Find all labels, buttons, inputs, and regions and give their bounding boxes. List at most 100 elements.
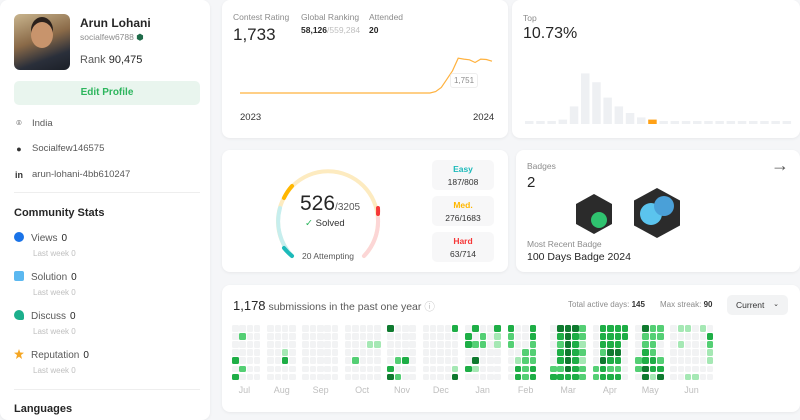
heatmap-cell[interactable] — [635, 341, 642, 348]
heatmap-cell[interactable] — [275, 333, 282, 340]
heatmap-cell[interactable] — [515, 325, 522, 332]
heatmap-cell[interactable] — [402, 333, 409, 340]
heatmap-cell[interactable] — [445, 341, 452, 348]
heatmap-cell[interactable] — [515, 349, 522, 356]
heatmap-cell[interactable] — [395, 366, 402, 373]
heatmap-cell[interactable] — [579, 374, 586, 381]
heatmap-cell[interactable] — [530, 357, 537, 364]
heatmap-cell[interactable] — [282, 349, 289, 356]
heatmap-cell[interactable] — [700, 341, 707, 348]
heatmap-cell[interactable] — [557, 357, 564, 364]
heatmap-cell[interactable] — [650, 341, 657, 348]
heatmap-cell[interactable] — [345, 325, 352, 332]
heatmap-cell[interactable] — [600, 325, 607, 332]
heatmap-cell[interactable] — [387, 341, 394, 348]
heatmap-cell[interactable] — [452, 366, 459, 373]
heatmap-cell[interactable] — [600, 366, 607, 373]
50-days-badge-icon[interactable] — [576, 194, 612, 234]
heatmap-cell[interactable] — [522, 366, 529, 373]
heatmap-cell[interactable] — [239, 374, 246, 381]
heatmap-cell[interactable] — [565, 325, 572, 332]
heatmap-cell[interactable] — [430, 357, 437, 364]
heatmap-cell[interactable] — [345, 333, 352, 340]
heatmap-cell[interactable] — [254, 333, 261, 340]
heatmap-cell[interactable] — [579, 325, 586, 332]
heatmap-cell[interactable] — [579, 357, 586, 364]
heatmap-cell[interactable] — [550, 341, 557, 348]
heatmap-cell[interactable] — [650, 374, 657, 381]
heatmap-cell[interactable] — [607, 341, 614, 348]
heatmap-cell[interactable] — [622, 357, 629, 364]
heatmap-cell[interactable] — [254, 366, 261, 373]
heatmap-cell[interactable] — [572, 374, 579, 381]
heatmap-cell[interactable] — [472, 374, 479, 381]
heatmap-cell[interactable] — [678, 366, 685, 373]
heatmap-cell[interactable] — [692, 366, 699, 373]
heatmap-cell[interactable] — [565, 366, 572, 373]
heatmap-cell[interactable] — [239, 357, 246, 364]
heatmap-cell[interactable] — [317, 357, 324, 364]
heatmap-cell[interactable] — [530, 366, 537, 373]
heatmap-cell[interactable] — [494, 374, 501, 381]
heatmap-cell[interactable] — [232, 333, 239, 340]
heatmap-cell[interactable] — [678, 325, 685, 332]
heatmap-cell[interactable] — [302, 374, 309, 381]
heatmap-cell[interactable] — [430, 333, 437, 340]
heatmap-cell[interactable] — [360, 374, 367, 381]
heatmap-cell[interactable] — [707, 349, 714, 356]
heatmap-cell[interactable] — [635, 333, 642, 340]
heatmap-cell[interactable] — [275, 357, 282, 364]
heatmap-cell[interactable] — [635, 325, 642, 332]
heatmap-cell[interactable] — [642, 374, 649, 381]
heatmap-cell[interactable] — [317, 366, 324, 373]
heatmap-cell[interactable] — [445, 374, 452, 381]
arrow-right-icon[interactable]: → — [771, 155, 789, 176]
heatmap-cell[interactable] — [700, 374, 707, 381]
heatmap-cell[interactable] — [508, 349, 515, 356]
heatmap-cell[interactable] — [600, 349, 607, 356]
heatmap-cell[interactable] — [345, 366, 352, 373]
heatmap-cell[interactable] — [515, 374, 522, 381]
heatmap-cell[interactable] — [345, 357, 352, 364]
heatmap-cell[interactable] — [508, 325, 515, 332]
heatmap-cell[interactable] — [423, 366, 430, 373]
heatmap-cell[interactable] — [685, 349, 692, 356]
heatmap-cell[interactable] — [692, 325, 699, 332]
heatmap-cell[interactable] — [387, 333, 394, 340]
heatmap-cell[interactable] — [530, 325, 537, 332]
heatmap-cell[interactable] — [650, 349, 657, 356]
heatmap-cell[interactable] — [579, 341, 586, 348]
heatmap-cell[interactable] — [472, 349, 479, 356]
heatmap-cell[interactable] — [615, 374, 622, 381]
heatmap-cell[interactable] — [352, 357, 359, 364]
heatmap-cell[interactable] — [685, 341, 692, 348]
heatmap-cell[interactable] — [452, 349, 459, 356]
heatmap-cell[interactable] — [360, 333, 367, 340]
heatmap-cell[interactable] — [374, 349, 381, 356]
heatmap-cell[interactable] — [508, 366, 515, 373]
heatmap-cell[interactable] — [685, 374, 692, 381]
heatmap-cell[interactable] — [480, 357, 487, 364]
heatmap-cell[interactable] — [657, 325, 664, 332]
heatmap-cell[interactable] — [622, 374, 629, 381]
heatmap-cell[interactable] — [650, 333, 657, 340]
heatmap-cell[interactable] — [267, 366, 274, 373]
heatmap-cell[interactable] — [607, 357, 614, 364]
heatmap-cell[interactable] — [685, 333, 692, 340]
heatmap-cell[interactable] — [480, 366, 487, 373]
heatmap-cell[interactable] — [430, 349, 437, 356]
heatmap-cell[interactable] — [247, 333, 254, 340]
heatmap-cell[interactable] — [678, 349, 685, 356]
heatmap-cell[interactable] — [465, 374, 472, 381]
heatmap-cell[interactable] — [615, 341, 622, 348]
heatmap-cell[interactable] — [395, 333, 402, 340]
heatmap-cell[interactable] — [324, 374, 331, 381]
heatmap-cell[interactable] — [267, 325, 274, 332]
heatmap-cell[interactable] — [409, 374, 416, 381]
heatmap-cell[interactable] — [317, 333, 324, 340]
heatmap-cell[interactable] — [642, 357, 649, 364]
heatmap-cell[interactable] — [650, 366, 657, 373]
heatmap-cell[interactable] — [642, 366, 649, 373]
heatmap-cell[interactable] — [515, 333, 522, 340]
heatmap-cell[interactable] — [317, 374, 324, 381]
